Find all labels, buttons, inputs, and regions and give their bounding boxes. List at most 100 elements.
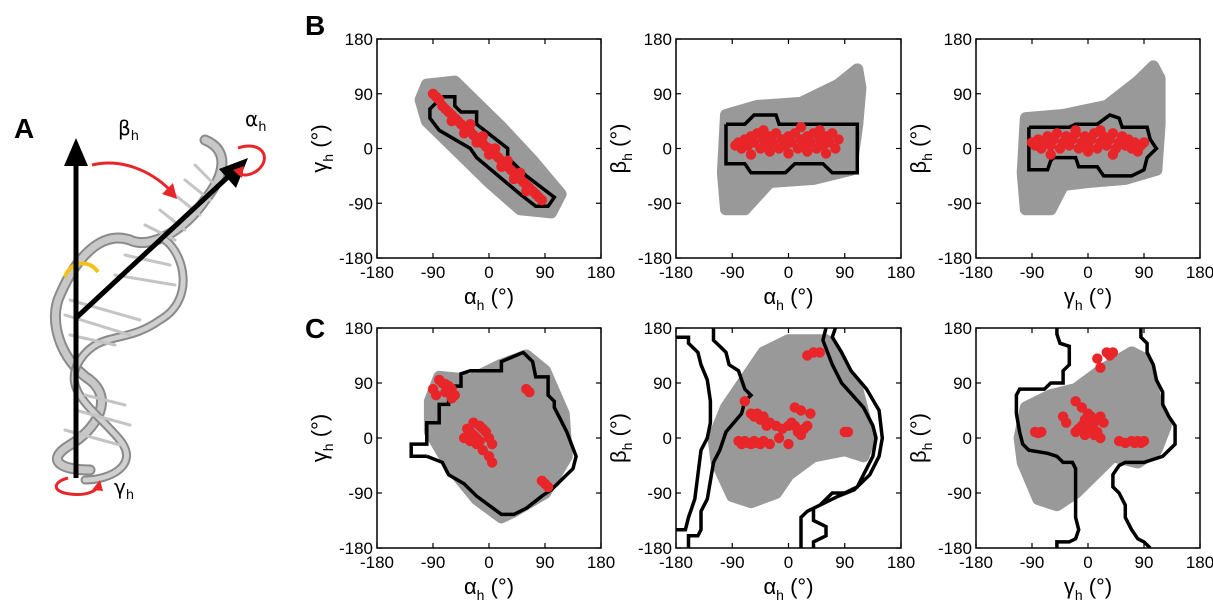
data-point	[1051, 128, 1063, 139]
x-axis-unit: (°)	[484, 574, 514, 599]
x-tick-label: 90	[536, 553, 555, 572]
base-pair-rungs	[63, 163, 217, 447]
y-tick-label: -180	[938, 539, 972, 558]
x-axis-subscript: h	[1075, 587, 1083, 603]
data-point	[486, 438, 498, 450]
data-point	[1082, 146, 1094, 157]
data-point	[1107, 149, 1119, 160]
x-tick-label: 90	[835, 553, 854, 572]
x-axis-unit: (°)	[1083, 284, 1113, 309]
data-point	[795, 122, 807, 133]
x-tick-label: 90	[1135, 263, 1154, 282]
x-axis-label: αh (°)	[763, 284, 813, 313]
panel-a: A	[14, 107, 266, 503]
data-point	[1070, 125, 1081, 136]
y-axis-unit: (°)	[307, 124, 332, 154]
x-tick-label: 180	[887, 263, 915, 282]
x-tick-label: -180	[360, 263, 394, 282]
data-point	[474, 435, 485, 447]
x-tick-label: 90	[1135, 553, 1154, 572]
data-point	[773, 432, 785, 444]
data-point	[446, 115, 457, 127]
data-point	[1138, 435, 1150, 447]
y-axis-label: βh (°)	[606, 123, 635, 173]
x-tick-label: 180	[587, 553, 615, 572]
data-point	[502, 155, 513, 166]
x-tick-label: -90	[1020, 263, 1045, 282]
x-tick-label: 180	[1186, 263, 1213, 282]
x-axis-symbol: α	[464, 574, 477, 599]
x-tick-label: 90	[536, 263, 555, 282]
y-tick-label: 90	[354, 85, 373, 104]
x-axis-subscript: h	[776, 297, 784, 313]
y-axis-symbol: γ	[307, 162, 332, 173]
x-axis-symbol: α	[763, 574, 776, 599]
y-tick-label: 0	[663, 429, 672, 448]
x-tick-label: 0	[484, 553, 493, 572]
vertical-axis-arrowhead	[64, 138, 88, 166]
x-tick-label: -180	[360, 553, 394, 572]
data-point	[830, 143, 841, 154]
tilted-axis-arrowhead	[219, 158, 248, 188]
x-axis-symbol: α	[763, 284, 776, 309]
y-tick-label: 180	[944, 30, 972, 49]
alpha-label: αh	[245, 107, 266, 135]
data-point	[446, 393, 457, 404]
data-point	[764, 146, 775, 157]
x-tick-label: -180	[659, 263, 693, 282]
data-point	[764, 438, 775, 450]
data-point	[490, 143, 501, 154]
x-tick-label: -90	[720, 263, 745, 282]
data-point	[536, 475, 548, 486]
data-point	[1095, 432, 1106, 444]
x-axis-unit: (°)	[1083, 574, 1113, 599]
data-point	[1079, 414, 1091, 425]
x-tick-label: -180	[659, 553, 693, 572]
y-tick-label: 0	[364, 140, 373, 159]
x-tick-label: 90	[835, 263, 854, 282]
y-tick-label: -180	[638, 539, 672, 558]
x-tick-label: 180	[587, 263, 615, 282]
x-tick-label: -180	[959, 553, 993, 572]
y-axis-subscript: h	[919, 153, 935, 161]
y-axis-unit: (°)	[606, 413, 631, 443]
data-point	[745, 149, 757, 160]
y-tick-label: -90	[647, 194, 672, 213]
data-point	[783, 148, 794, 159]
plot-area	[676, 328, 885, 548]
y-axis-symbol: γ	[307, 451, 332, 462]
y-axis-unit: (°)	[906, 413, 931, 443]
data-point	[814, 347, 825, 358]
y-tick-label: 90	[653, 374, 672, 393]
panel-letter-a: A	[14, 113, 34, 144]
helix-ribbon	[49, 134, 228, 485]
x-tick-label: 180	[1186, 553, 1213, 572]
y-axis-subscript: h	[320, 154, 336, 162]
data-point	[486, 457, 498, 468]
plot-area	[716, 63, 867, 216]
x-axis-subscript: h	[776, 587, 784, 603]
y-tick-label: 0	[364, 429, 373, 448]
plot-area	[1013, 328, 1177, 548]
data-point	[1061, 417, 1072, 428]
y-axis-unit: (°)	[606, 123, 631, 153]
x-tick-label: 0	[1083, 553, 1092, 572]
x-tick-label: 0	[784, 553, 793, 572]
y-axis-subscript: h	[619, 153, 635, 161]
panel-letter-c: C	[305, 313, 325, 344]
data-point	[1098, 417, 1109, 428]
boundary-line	[676, 328, 885, 548]
x-tick-label: 180	[887, 553, 915, 572]
x-tick-label: -180	[959, 263, 993, 282]
y-axis-symbol: β	[606, 161, 631, 174]
boundary-line	[428, 95, 557, 209]
x-axis-label: αh (°)	[464, 284, 514, 313]
y-tick-label: -90	[947, 484, 972, 503]
beta-label: βh	[118, 116, 139, 144]
